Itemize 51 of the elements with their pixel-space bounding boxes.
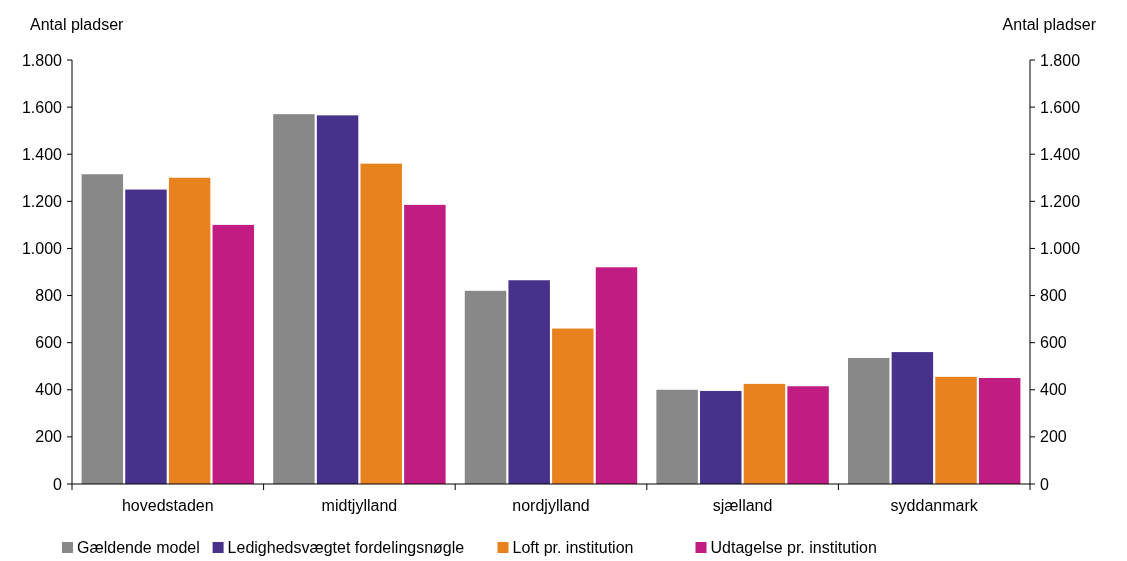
bar [273, 114, 315, 484]
y-tick-label: 400 [35, 381, 63, 399]
bar [404, 204, 446, 484]
y2-tick-label: 400 [1040, 381, 1067, 399]
bar [700, 390, 742, 484]
y2-tick-label: 0 [1040, 475, 1049, 493]
y2-tick-label: 600 [1040, 334, 1067, 352]
legend-label: Gældende model [77, 539, 200, 556]
bar [81, 174, 124, 484]
legend-label: Ledighedsvægtet fordelingsnøgle [227, 539, 465, 556]
bar [595, 267, 638, 484]
bar [552, 328, 594, 484]
legend-label: Udtagelse pr. institution [710, 539, 877, 556]
bar [935, 376, 977, 484]
bar [787, 386, 829, 484]
y2-tick-label: 800 [1040, 287, 1067, 305]
x-tick-label: nordjylland [512, 497, 590, 514]
y-tick-label: 800 [35, 287, 63, 305]
y-tick-label: 600 [35, 334, 63, 352]
y-tick-label: 0 [53, 475, 63, 493]
y2-axis-title: Antal pladser [1002, 16, 1097, 33]
y2-tick-label: 1.800 [1040, 51, 1081, 69]
y-tick-label: 1.200 [21, 192, 63, 210]
y-axis-title: Antal pladser [30, 16, 125, 33]
bar [125, 189, 167, 484]
x-tick-label: sjælland [712, 497, 773, 514]
y-tick-label: 1.800 [21, 51, 63, 69]
y-tick-label: 200 [35, 428, 63, 446]
y2-tick-label: 1.200 [1040, 192, 1081, 210]
bar [891, 352, 934, 484]
y2-tick-label: 1.400 [1040, 145, 1081, 163]
x-tick-label: syddanmark [890, 497, 979, 514]
bar [978, 378, 1021, 484]
y-tick-label: 1.400 [21, 145, 63, 163]
x-tick-label: midtjylland [321, 497, 398, 514]
x-tick-label: hovedstaden [121, 497, 214, 514]
bar [508, 280, 550, 484]
bar [464, 290, 507, 484]
bar [656, 389, 698, 484]
y-tick-label: 1.000 [21, 240, 63, 258]
bar [847, 357, 890, 484]
y-tick-label: 1.600 [21, 98, 63, 116]
bar [316, 115, 359, 484]
y2-tick-label: 200 [1040, 428, 1067, 446]
bar [212, 224, 255, 484]
bar [360, 163, 402, 484]
y2-tick-label: 1.600 [1040, 98, 1081, 116]
y2-tick-label: 1.000 [1040, 240, 1081, 258]
bar [168, 177, 211, 484]
bar [743, 383, 786, 484]
legend-label: Loft pr. institution [512, 539, 634, 556]
